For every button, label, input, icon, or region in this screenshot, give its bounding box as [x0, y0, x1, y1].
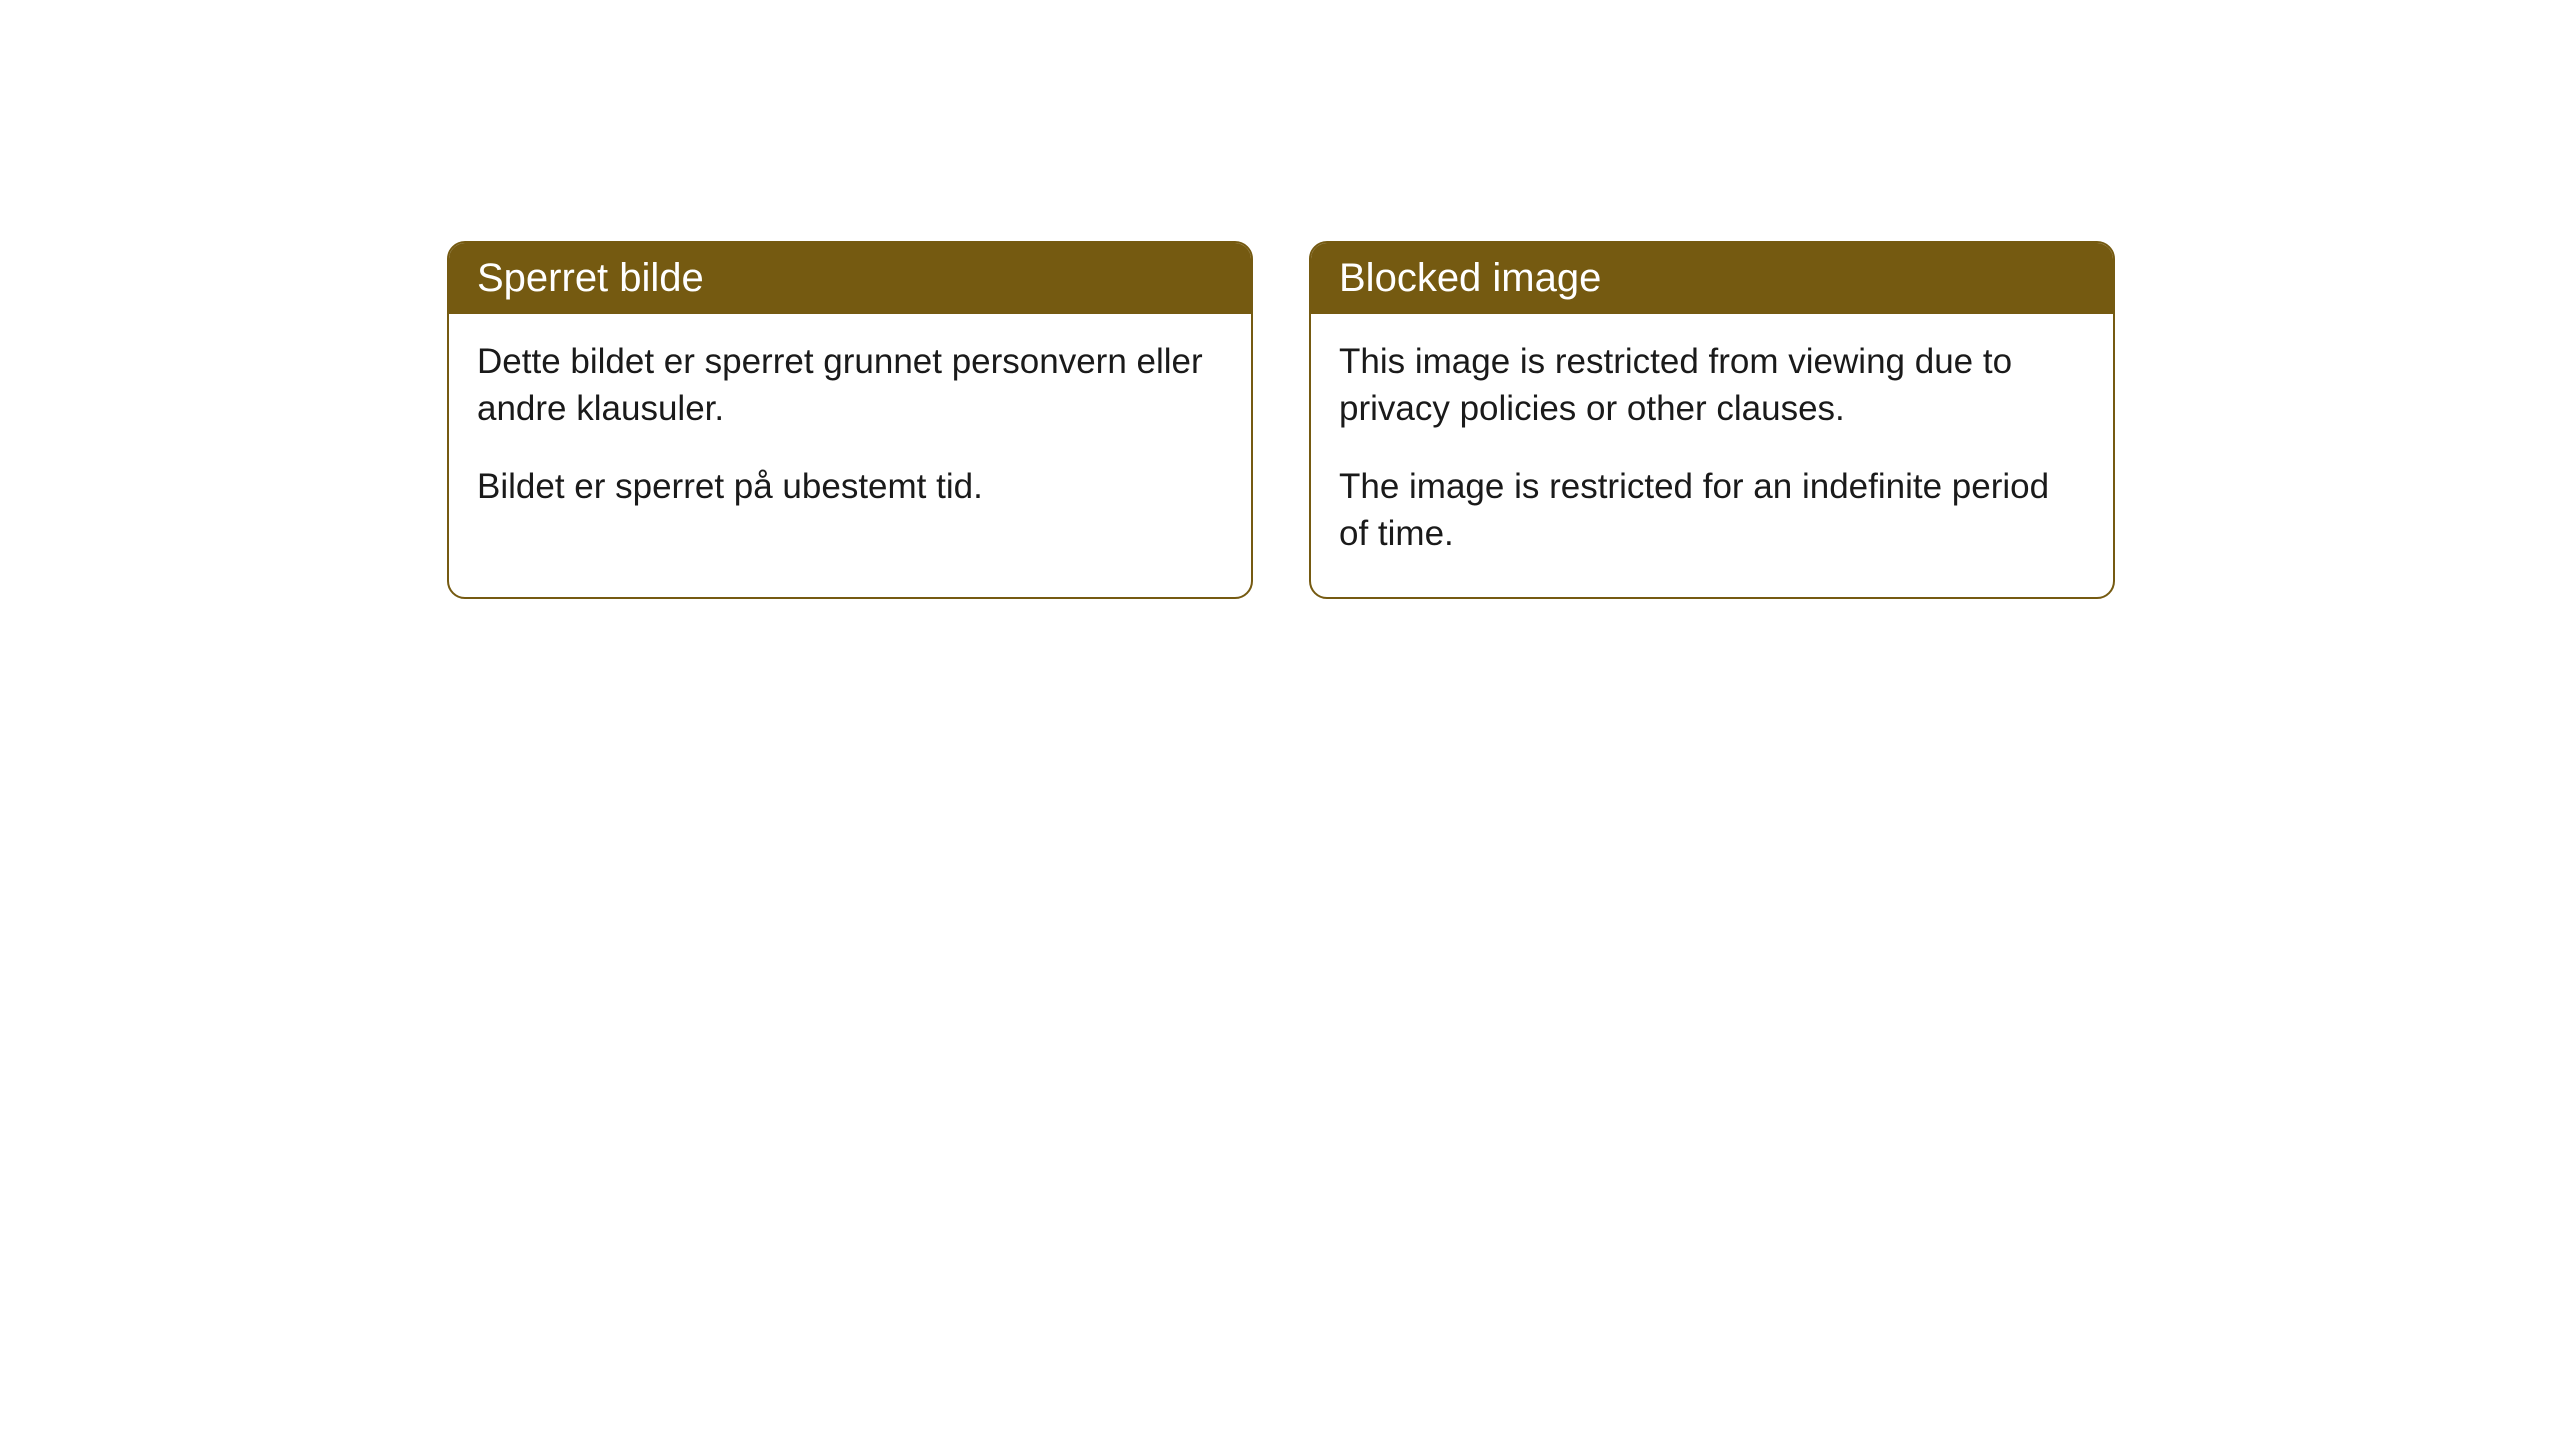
card-paragraph: The image is restricted for an indefinit…: [1339, 463, 2085, 558]
notice-card-english: Blocked image This image is restricted f…: [1309, 241, 2115, 599]
card-body: This image is restricted from viewing du…: [1311, 314, 2113, 597]
card-body: Dette bildet er sperret grunnet personve…: [449, 314, 1251, 550]
card-paragraph: Dette bildet er sperret grunnet personve…: [477, 338, 1223, 433]
card-header: Blocked image: [1311, 243, 2113, 314]
card-paragraph: Bildet er sperret på ubestemt tid.: [477, 463, 1223, 510]
card-title: Blocked image: [1339, 256, 1601, 300]
notice-container: Sperret bilde Dette bildet er sperret gr…: [0, 0, 2560, 599]
notice-card-norwegian: Sperret bilde Dette bildet er sperret gr…: [447, 241, 1253, 599]
card-paragraph: This image is restricted from viewing du…: [1339, 338, 2085, 433]
card-header: Sperret bilde: [449, 243, 1251, 314]
card-title: Sperret bilde: [477, 256, 704, 300]
